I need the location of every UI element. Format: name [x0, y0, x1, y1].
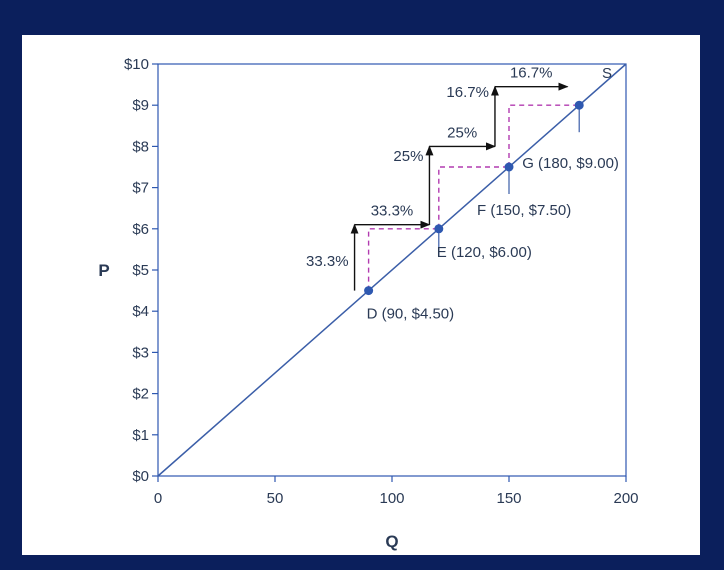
data-point: [434, 224, 444, 234]
vertical-step-label: 33.3%: [306, 253, 349, 270]
point-label: G (180, $9.00): [522, 155, 619, 172]
dashed-guide: [438, 166, 509, 229]
y-tick-label: $6: [132, 221, 149, 238]
horizontal-step-label: 33.3%: [371, 203, 414, 220]
x-axis-title: Q: [385, 532, 398, 551]
point-label: D (90, $4.50): [367, 306, 455, 323]
x-tick-label: 0: [154, 490, 162, 507]
horizontal-step-label: 16.7%: [510, 65, 553, 82]
y-tick-label: $2: [132, 386, 149, 403]
y-tick-label: $3: [132, 344, 149, 361]
x-tick-label: 150: [496, 490, 521, 507]
vertical-step-label: 25%: [393, 148, 423, 165]
point-label: F (150, $7.50): [477, 202, 571, 219]
x-tick-label: 100: [379, 490, 404, 507]
y-tick-label: $0: [132, 468, 149, 485]
y-tick-label: $1: [132, 427, 149, 444]
chart-panel: $0 $1 $2 $3 $4 $5 $6 $7 $8 $9 $10 0 50 100 150 200 P Q S 33…: [22, 35, 700, 555]
y-tick-label: $9: [132, 97, 149, 114]
y-tick-label: $10: [124, 56, 149, 73]
y-tick-label: $5: [132, 262, 149, 279]
y-axis-title: P: [98, 261, 109, 280]
y-tick-label: $4: [132, 303, 149, 320]
supply-line: [157, 63, 627, 477]
vertical-step-label: 16.7%: [446, 84, 489, 101]
point-label: E (120, $6.00): [437, 244, 532, 261]
data-point: [574, 100, 584, 110]
data-point: [364, 286, 374, 296]
x-tick-label: 50: [267, 490, 284, 507]
y-tick-label: $8: [132, 138, 149, 155]
dashed-guide: [508, 104, 580, 167]
series-label-s: S: [602, 65, 612, 82]
data-point: [504, 162, 514, 172]
supply-chart: $0 $1 $2 $3 $4 $5 $6 $7 $8 $9 $10 0 50 100 150 200 P Q S 33…: [98, 56, 638, 551]
horizontal-step-label: 25%: [447, 124, 477, 141]
dashed-guide: [367, 228, 439, 291]
y-tick-label: $7: [132, 180, 149, 197]
x-tick-label: 200: [613, 490, 638, 507]
